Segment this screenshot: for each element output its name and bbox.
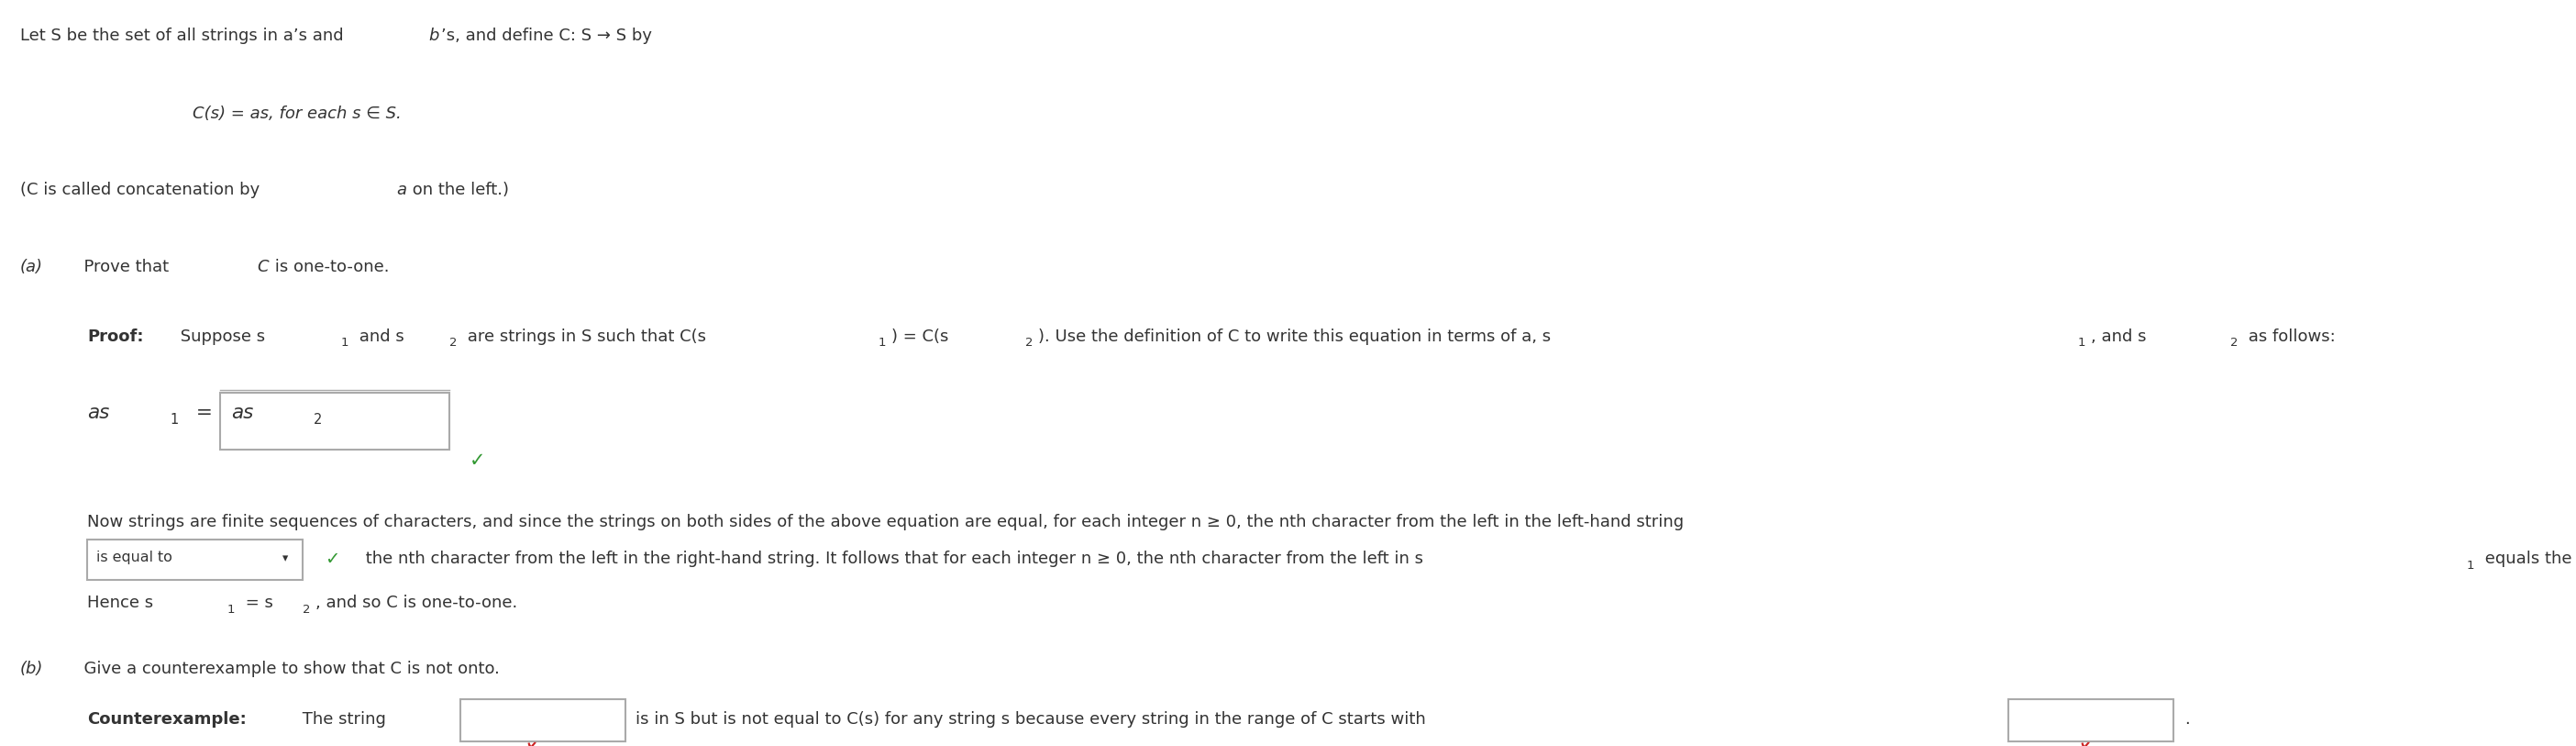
Text: ✓: ✓: [325, 551, 340, 568]
Text: ✓: ✓: [469, 451, 487, 470]
Text: ) = C(s: ) = C(s: [891, 328, 948, 345]
Text: (b): (b): [21, 661, 44, 677]
Text: 1: 1: [2079, 336, 2087, 348]
Text: ✗: ✗: [2076, 742, 2092, 746]
Text: , and s: , and s: [2092, 328, 2146, 345]
Text: on the left.): on the left.): [407, 182, 510, 198]
Text: ’s, and define C: S → S by: ’s, and define C: S → S by: [440, 28, 652, 44]
Text: 1: 1: [340, 336, 348, 348]
Text: is one-to-one.: is one-to-one.: [270, 259, 389, 275]
Text: Proof:: Proof:: [88, 328, 144, 345]
Text: as follows:: as follows:: [2244, 328, 2336, 345]
FancyBboxPatch shape: [461, 699, 626, 742]
Text: C(s) = as, for each s ∈ S.: C(s) = as, for each s ∈ S.: [193, 105, 402, 122]
Text: .: .: [2184, 711, 2190, 727]
Text: is in S but is not equal to C(s) for any string s because every string in the ra: is in S but is not equal to C(s) for any…: [636, 711, 1425, 727]
FancyBboxPatch shape: [2009, 699, 2174, 742]
Text: the nth character from the left in the right-hand string. It follows that for ea: the nth character from the left in the r…: [361, 551, 1425, 567]
Text: equals the nth character from the left in s: equals the nth character from the left i…: [2481, 551, 2576, 567]
Text: 2: 2: [2231, 336, 2239, 348]
Text: is equal to: is equal to: [95, 551, 173, 564]
Text: =: =: [191, 404, 214, 422]
Text: 1: 1: [878, 336, 886, 348]
Text: (C is called concatenation by: (C is called concatenation by: [21, 182, 265, 198]
Text: Let S be the set of all strings in a’s and: Let S be the set of all strings in a’s a…: [21, 28, 348, 44]
Text: 2: 2: [448, 336, 456, 348]
Text: (a): (a): [21, 259, 44, 275]
Text: ). Use the definition of C to write this equation in terms of a, s: ). Use the definition of C to write this…: [1038, 328, 1551, 345]
Text: C: C: [258, 259, 268, 275]
Text: 2: 2: [301, 604, 312, 615]
Text: Prove that: Prove that: [72, 259, 175, 275]
Text: ▾: ▾: [283, 552, 289, 564]
FancyBboxPatch shape: [219, 392, 448, 450]
Text: 2: 2: [314, 413, 322, 427]
Text: a: a: [397, 182, 407, 198]
Text: 1: 1: [227, 604, 234, 615]
Text: 1: 1: [170, 413, 178, 427]
Text: ✗: ✗: [523, 742, 538, 746]
Text: Counterexample:: Counterexample:: [88, 711, 247, 727]
Text: Give a counterexample to show that C is not onto.: Give a counterexample to show that C is …: [72, 661, 500, 677]
Text: and s: and s: [353, 328, 404, 345]
Text: as: as: [88, 404, 108, 422]
Text: Hence s: Hence s: [88, 595, 152, 611]
Text: 1: 1: [2468, 560, 2476, 571]
Text: The string: The string: [296, 711, 386, 727]
Text: Suppose s: Suppose s: [175, 328, 265, 345]
Text: as: as: [232, 404, 252, 422]
Text: b: b: [428, 28, 438, 44]
Text: are strings in S such that C(s: are strings in S such that C(s: [461, 328, 706, 345]
Text: = s: = s: [240, 595, 273, 611]
Text: , and so C is one-to-one.: , and so C is one-to-one.: [314, 595, 518, 611]
FancyBboxPatch shape: [88, 539, 301, 580]
Text: Now strings are finite sequences of characters, and since the strings on both si: Now strings are finite sequences of char…: [88, 514, 1685, 530]
Text: 2: 2: [1025, 336, 1033, 348]
